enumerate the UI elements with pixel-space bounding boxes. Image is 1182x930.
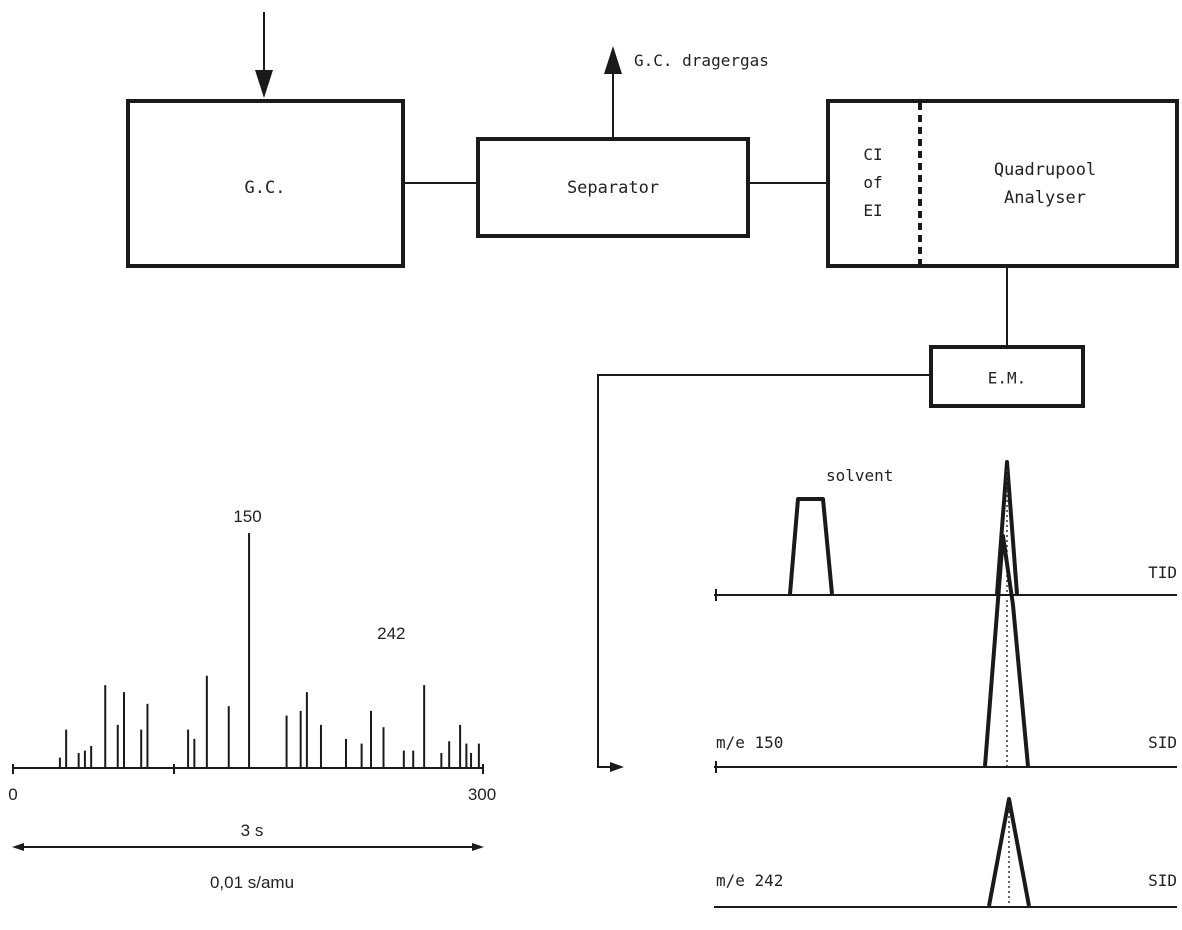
scan-rate-label: 0,01 s/amu [210,873,294,892]
em-box: E.M. [929,345,1085,408]
gc-box: G.C. [126,99,405,268]
solvent-label: solvent [826,466,893,485]
signal-arrow [597,374,931,772]
ion-source-line-1: CI [863,145,882,164]
analyser-line-2: Analyser [1004,188,1086,208]
ms-box: CI of EI Quadrupool Analyser [826,99,1179,268]
m242-sid-label: SID [1148,871,1177,890]
spectrum-peak-label: 242 [377,624,405,643]
m150-peak [983,534,1030,767]
inlet-arrow [255,12,273,98]
ion-source-line-3: EI [863,201,882,220]
separator-box: Separator [476,137,750,238]
solvent-peak [788,497,834,595]
mass-spectrum: 150 242 0 300 3 s 0,01 s/amu [8,507,496,892]
m150-sid-label: SID [1148,733,1177,752]
m242-label: m/e 242 [716,871,783,890]
ion-source-line-2: of [863,173,882,192]
carrier-gas-arrow [604,46,622,139]
x-tick-min: 0 [8,785,17,804]
scan-time-label: 3 s [241,821,264,840]
tid-label: TID [1148,563,1177,582]
m242-peak [987,797,1031,907]
separator-label: Separator [567,178,659,198]
spectrum-peak-label: 150 [233,507,261,526]
carrier-gas-label: G.C. dragergas [634,51,769,70]
em-label: E.M. [988,369,1027,388]
scan-span-arrow [12,843,484,851]
m150-label: m/e 150 [716,733,783,752]
x-tick-max: 300 [468,785,496,804]
gc-label: G.C. [245,178,286,198]
analyser-line-1: Quadrupool [994,160,1096,180]
